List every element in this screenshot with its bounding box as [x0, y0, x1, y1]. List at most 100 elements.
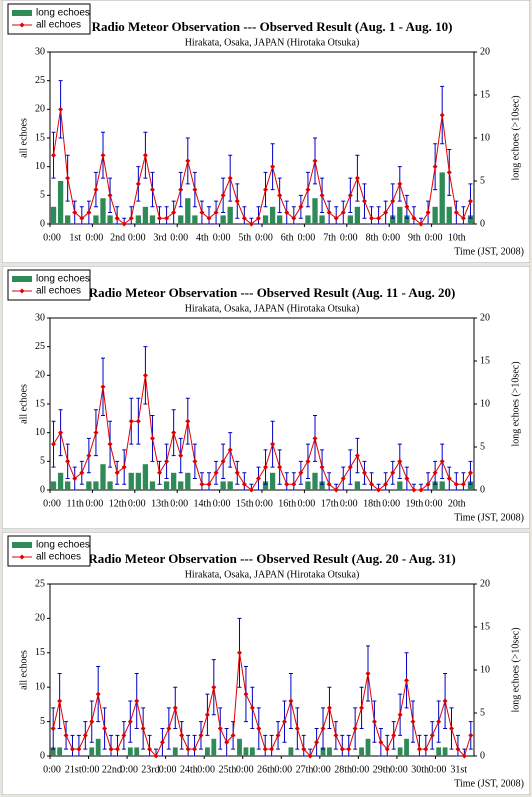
- data-point: [217, 725, 223, 731]
- long-echo-bar: [142, 206, 149, 224]
- x-axis-label: Time (JST, 2008): [454, 778, 524, 789]
- long-echo-bar: [50, 481, 57, 490]
- data-point: [63, 732, 69, 738]
- long-echo-bar: [432, 481, 438, 490]
- data-point: [185, 158, 191, 164]
- y2-tick-label: 10: [480, 398, 490, 409]
- error-bar: [164, 206, 169, 225]
- long-echo-bar: [365, 738, 371, 756]
- day-label: 29th: [373, 764, 391, 775]
- data-point: [93, 430, 99, 436]
- data-point: [284, 210, 290, 216]
- data-point: [460, 481, 466, 487]
- data-point: [319, 192, 325, 198]
- y2-tick-label: 20: [480, 312, 490, 323]
- data-point: [361, 470, 367, 476]
- data-point: [227, 447, 233, 453]
- y-tick-label: 25: [35, 578, 45, 589]
- data-point: [340, 210, 346, 216]
- data-point: [376, 215, 382, 221]
- data-point: [376, 487, 382, 493]
- day-label: 24th: [180, 764, 198, 775]
- error-bar: [346, 734, 351, 757]
- error-bar: [334, 206, 339, 225]
- long-echo-bar: [50, 206, 57, 224]
- y-tick-label: 25: [35, 75, 45, 86]
- x-tick-label: 0:00: [274, 764, 292, 775]
- long-echo-bar: [227, 481, 233, 490]
- legend-label: long echoes: [36, 8, 90, 19]
- data-point: [164, 458, 170, 464]
- data-point: [453, 481, 459, 487]
- error-bar: [369, 472, 374, 491]
- long-echo-bar: [262, 215, 269, 224]
- error-bar: [129, 206, 134, 225]
- long-echo-bar: [397, 206, 403, 224]
- data-point: [378, 739, 384, 745]
- long-echo-bar: [128, 472, 134, 490]
- data-point: [284, 481, 290, 487]
- long-echo-bar: [432, 206, 438, 224]
- long-echo-bar: [312, 198, 318, 224]
- legend-label: all echoes: [36, 286, 81, 297]
- day-label: 5th: [238, 232, 251, 243]
- data-point: [57, 698, 63, 704]
- long-echo-bar: [467, 481, 474, 490]
- chart-panel: Radio Meteor Observation --- Observed Re…: [2, 266, 530, 529]
- data-point: [86, 210, 92, 216]
- day-label: 16th: [278, 498, 296, 509]
- data-point: [468, 732, 474, 738]
- data-point: [411, 487, 417, 493]
- data-point: [220, 458, 226, 464]
- long-echo-bar: [436, 747, 442, 756]
- y-tick-label: 20: [35, 104, 45, 115]
- long-echo-bar: [354, 206, 361, 224]
- day-label: 20th: [448, 498, 466, 509]
- error-bar: [207, 206, 211, 225]
- error-bar: [242, 472, 247, 491]
- data-point: [185, 418, 191, 424]
- data-point: [79, 215, 85, 221]
- data-point: [249, 705, 255, 711]
- data-point: [397, 712, 403, 718]
- data-point: [453, 210, 459, 216]
- data-point: [432, 164, 438, 170]
- x-axis-label: Time (JST, 2008): [454, 246, 524, 257]
- data-point: [314, 739, 320, 745]
- data-point: [404, 476, 410, 482]
- error-bar: [186, 734, 191, 757]
- y-axis-label: all echoes: [18, 384, 29, 424]
- long-echo-bar: [57, 747, 63, 756]
- x-tick-label: 0:00: [340, 232, 358, 243]
- long-echo-bar: [93, 481, 99, 490]
- x-tick-label: 0:00: [86, 232, 104, 243]
- y2-tick-label: 0: [480, 218, 485, 229]
- error-bar: [256, 206, 261, 225]
- data-point: [277, 192, 283, 198]
- long-echo-bar: [135, 215, 141, 224]
- day-label: 6th: [281, 232, 294, 243]
- day-label: 12th: [109, 498, 127, 509]
- data-point: [149, 187, 155, 193]
- y-tick-label: 0: [40, 484, 45, 495]
- data-point: [164, 215, 170, 221]
- day-label: 4th: [196, 232, 209, 243]
- day-label: 10th: [448, 232, 466, 243]
- legend-label: all echoes: [36, 552, 81, 563]
- data-point: [199, 481, 205, 487]
- long-echo-bar: [220, 481, 226, 490]
- x-tick-label: 0:00: [390, 764, 408, 775]
- long-echo-bar: [127, 747, 133, 756]
- data-point: [384, 746, 390, 752]
- data-point: [79, 470, 85, 476]
- error-bar: [109, 734, 114, 757]
- x-tick-label: 0:00: [425, 498, 443, 509]
- x-tick-label: 0:00: [86, 498, 104, 509]
- data-point: [262, 746, 268, 752]
- long-echo-bar: [185, 472, 191, 490]
- long-echo-bar: [107, 481, 113, 490]
- data-point: [248, 487, 254, 493]
- data-point: [307, 753, 313, 759]
- data-point: [171, 210, 177, 216]
